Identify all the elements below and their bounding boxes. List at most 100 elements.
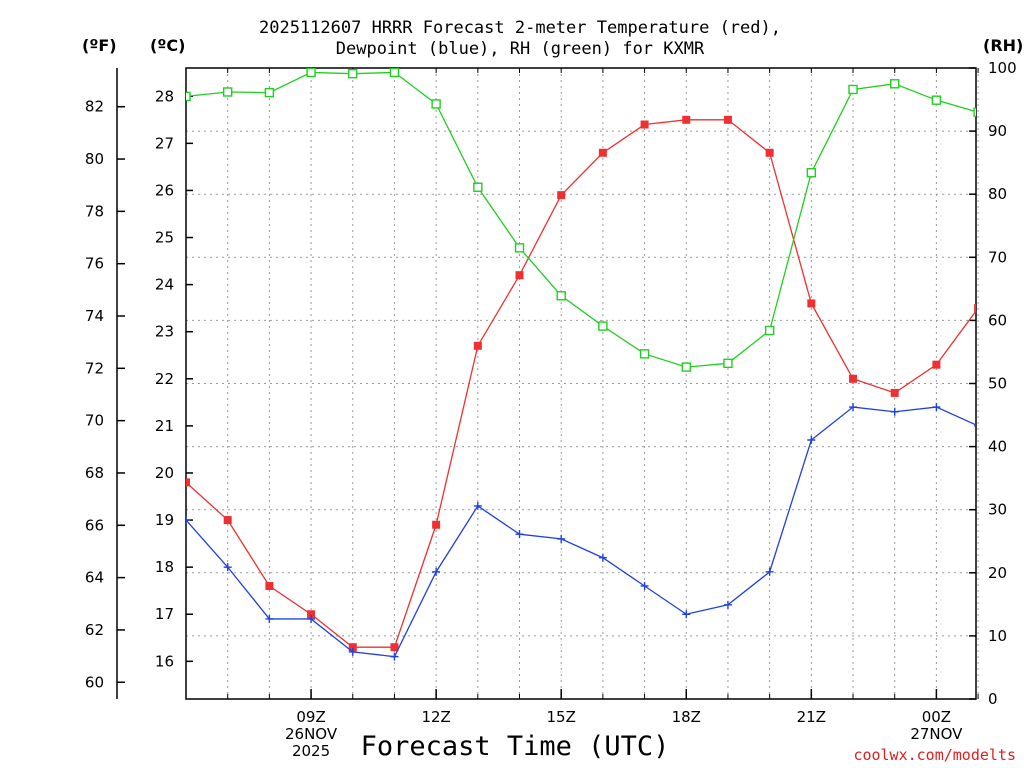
fahrenheit-tick-label: 64 [85,569,104,587]
fahrenheit-tick-label: 74 [85,307,104,325]
celsius-tick-label: 27 [155,134,174,152]
chart-title-line-2: Dewpoint (blue), RH (green) for KXMR [335,39,705,59]
rh-point [431,99,441,109]
rh-point [222,87,233,97]
temperature-point [598,148,607,157]
dewpoint-point [265,614,274,623]
x-tick-label: 18Z [672,708,701,726]
rh-point [473,182,483,192]
rh-point [890,79,900,89]
dewpoint-point [807,436,816,445]
dewpoint-point [723,600,732,609]
dewpoint-point [598,553,607,562]
rh-point [764,325,775,336]
rh-unit-label: (RH) [983,36,1024,55]
fahrenheit-tick-label: 76 [85,255,104,273]
temperature-point [515,271,524,280]
rh-point [306,68,316,78]
temperature-point [390,643,399,652]
temperature-point [432,520,441,529]
x-tick-label: 00Z [922,708,951,726]
temperature-point [307,610,316,619]
celsius-tick-label: 24 [155,276,174,294]
rh-point [806,168,817,178]
rh-tick-label: 70 [988,248,1007,266]
dewpoint-point [765,567,774,576]
rh-tick-label: 40 [988,438,1007,456]
dewpoint-point [390,652,399,661]
dewpoint-point [890,407,899,416]
dewpoint-point [932,403,941,412]
rh-point [639,349,650,359]
rh-tick-label: 30 [988,501,1007,519]
fahrenheit-tick-label: 66 [85,516,104,534]
rh-point [556,291,566,301]
rh-point [931,95,942,105]
rh-series [186,68,976,372]
rh-tick-label: 90 [988,122,1007,140]
dewpoint-point [186,516,190,525]
plot-frame [185,67,977,700]
rh-point [186,91,191,102]
rh-point [514,243,525,253]
dewpoint-point [974,425,976,427]
celsius-tick-label: 18 [155,558,174,576]
chart-title: 2025112607 HRRR Forecast 2-meter Tempera… [250,18,790,60]
temperature-point [186,478,190,487]
fahrenheit-tick-label: 60 [85,673,104,691]
celsius-unit-label: (ºC) [150,36,186,55]
celsius-tick-label: 22 [155,370,174,388]
temperature-point [890,388,899,397]
x-axis-title: Forecast Time (UTC) [360,731,670,762]
celsius-tick-label: 17 [155,605,174,623]
rh-tick-label: 60 [988,311,1007,329]
fahrenheit-tick-label: 80 [85,150,104,168]
temperature-point [849,374,858,383]
dewpoint-point [307,614,316,623]
rh-point [598,321,608,331]
celsius-tick-label: 21 [155,417,174,435]
fahrenheit-tick-label: 68 [85,464,104,482]
dewpoint-point [348,647,357,656]
source-credit: coolwx.com/modelts [853,746,1016,764]
rh-point [848,84,858,95]
celsius-tick-label: 25 [155,229,174,247]
dewpoint-point [849,403,858,412]
temperature-point [473,341,482,350]
dewpoint-point [640,581,649,590]
celsius-tick-label: 16 [155,652,174,670]
dewpoint-point [682,610,691,619]
rh-point [264,87,275,98]
temperature-point [765,148,774,157]
celsius-tick-label: 28 [155,87,174,105]
x-tick-label: 12Z [421,708,450,726]
rh-point [681,362,691,372]
temperature-point [932,360,941,369]
dewpoint-point [223,563,232,572]
temperature-point [640,120,649,129]
celsius-tick-label: 26 [155,181,174,199]
rh-tick-label: 50 [988,375,1007,393]
x-tick-label: 27NOV [910,725,963,743]
rh-tick-label: 0 [988,690,998,708]
temperature-point [974,304,976,313]
rh-point [723,358,733,369]
x-tick-label: 26NOV [285,725,338,743]
fahrenheit-unit-label: (ºF) [82,36,117,55]
x-tick-label: 21Z [797,708,826,726]
temperature-point [265,581,274,590]
fahrenheit-tick-label: 70 [85,412,104,430]
rh-tick-label: 10 [988,627,1007,645]
fahrenheit-tick-label: 78 [85,202,104,220]
temperature-point [682,115,691,124]
fahrenheit-tick-label: 72 [85,359,104,377]
rh-tick-label: 80 [988,185,1007,203]
temperature-point [223,516,232,525]
x-tick-label: 09Z [296,708,325,726]
temperature-line [186,119,976,648]
dewpoint-point [515,530,524,539]
x-tick-label: 2025 [292,742,330,760]
temperature-point [557,191,566,200]
rh-point [348,68,358,79]
